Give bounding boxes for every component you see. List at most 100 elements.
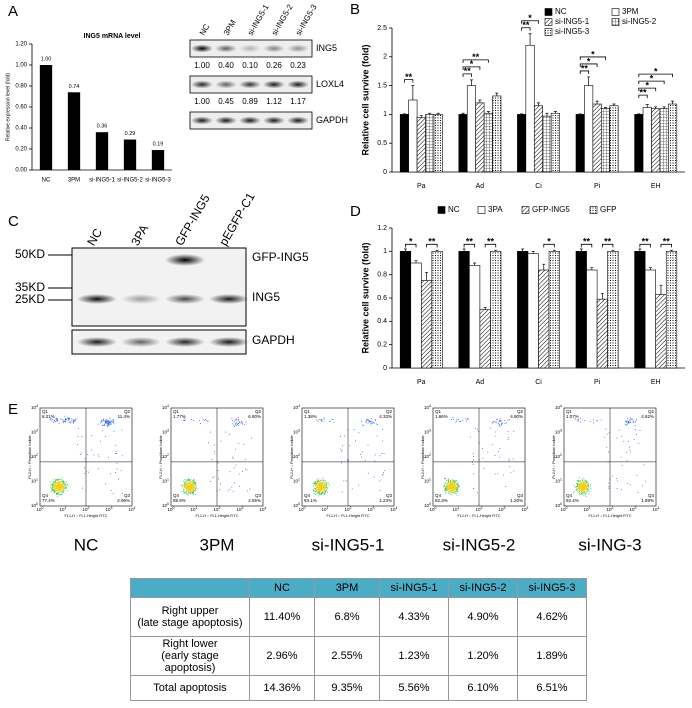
flow-event — [319, 486, 321, 488]
flow-event — [473, 473, 475, 475]
flow-event — [315, 482, 317, 484]
flow-event — [452, 490, 454, 491]
flow-event — [498, 451, 500, 453]
significance-bracket — [543, 243, 555, 248]
flow-event — [449, 493, 451, 495]
flow-event — [631, 418, 633, 420]
bar — [538, 269, 550, 369]
flow-event — [627, 422, 629, 424]
flow-event — [186, 484, 188, 485]
flow-event — [498, 424, 500, 425]
flow-event — [55, 484, 57, 486]
flow-event — [499, 456, 501, 458]
y-tick-label: 0.20 — [15, 147, 27, 153]
flow-event — [190, 481, 191, 483]
flow-event — [107, 424, 109, 426]
tick-base: 10 — [168, 507, 174, 512]
flow-event — [360, 453, 361, 455]
flow-event — [62, 480, 64, 482]
flow-event — [450, 479, 451, 481]
tick-base: 10 — [214, 507, 220, 512]
flow-event — [189, 485, 191, 487]
flow-event — [381, 453, 383, 454]
flow-event — [579, 489, 581, 491]
flow-event — [183, 492, 185, 494]
flow-event — [580, 482, 582, 483]
flow-event — [207, 442, 209, 444]
flow-event — [323, 485, 324, 487]
blot-band — [239, 80, 261, 89]
flow-event — [62, 482, 64, 484]
blot-row-label: LOXL4 — [316, 79, 344, 89]
flow-event — [319, 480, 321, 482]
quadrant-name: Q2 — [255, 409, 262, 414]
blot-column-label: pEGFP-C1 — [216, 190, 258, 248]
flow-event — [185, 480, 187, 482]
error-bar — [600, 292, 604, 300]
flow-event — [316, 490, 318, 492]
flow-event — [574, 418, 576, 419]
flow-event — [193, 481, 195, 483]
tick-exponent: 4 — [396, 506, 398, 510]
y-tick-label: 102 — [555, 453, 562, 459]
flow-event — [583, 491, 585, 492]
significance-bracket — [580, 243, 593, 248]
flow-event — [587, 485, 589, 487]
bar — [466, 85, 476, 173]
flow-event — [321, 482, 323, 484]
bar — [517, 114, 527, 173]
flow-event — [193, 488, 195, 490]
flow-event — [85, 470, 87, 472]
flow-event — [456, 487, 457, 489]
flow-event — [51, 488, 53, 490]
flow-event — [184, 486, 186, 487]
flow-event — [445, 492, 447, 494]
flow-event — [187, 486, 188, 488]
significance-mark: ** — [487, 237, 495, 247]
flow-event — [583, 495, 585, 497]
flow-event — [58, 490, 60, 492]
flow-event — [73, 420, 74, 421]
flow-event — [189, 490, 191, 492]
tick-base: 10 — [555, 503, 561, 508]
flow-event — [190, 485, 192, 487]
significance-mark: ** — [428, 237, 436, 247]
flow-event — [625, 420, 627, 422]
flow-event — [323, 486, 324, 487]
flow-event — [315, 487, 317, 489]
flow-event — [228, 433, 230, 435]
flow-event — [70, 422, 72, 424]
blot-quantity: 1.17 — [290, 97, 306, 106]
flow-event — [453, 479, 455, 481]
quadrant-percent: 6.80% — [248, 414, 261, 419]
flow-event — [587, 488, 589, 490]
flow-event — [190, 490, 192, 492]
flow-event — [187, 489, 188, 491]
legend-swatch — [544, 28, 553, 36]
x-tick-label: 100 — [299, 506, 306, 512]
quadrant-percent: 1.20% — [510, 498, 523, 503]
tick-exponent: 3 — [504, 506, 506, 510]
flow-event — [584, 483, 585, 485]
flow-event — [184, 485, 186, 487]
flow-event — [451, 490, 453, 492]
flow-event — [580, 491, 582, 493]
flow-event — [636, 419, 638, 420]
flow-event — [628, 422, 630, 424]
flow-event — [190, 484, 192, 486]
flow-event — [576, 486, 578, 487]
flow-event — [187, 493, 189, 495]
blot-band — [263, 44, 285, 53]
flow-event — [593, 422, 594, 424]
flow-event — [236, 422, 238, 424]
flow-event — [445, 488, 446, 490]
flow-event — [53, 489, 55, 491]
flow-event — [443, 486, 444, 487]
flow-event — [108, 422, 109, 424]
flow-event — [576, 485, 578, 487]
flow-event — [65, 487, 67, 489]
flow-event — [507, 419, 509, 421]
flow-event — [579, 485, 581, 487]
flow-event — [192, 480, 194, 482]
flow-event — [454, 485, 456, 487]
